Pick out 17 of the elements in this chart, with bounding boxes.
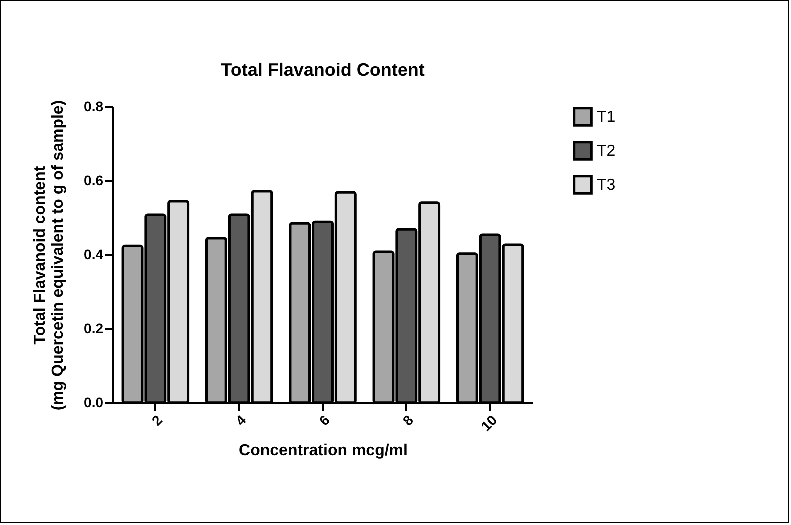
y-tick-label: 0.6 — [84, 172, 104, 188]
y-tick-label: 0.4 — [84, 246, 104, 262]
legend-label: T3 — [597, 177, 616, 194]
x-axis-title: Concentration mcg/ml — [239, 442, 408, 460]
y-tick-label: 0.2 — [84, 320, 104, 336]
x-tick-label: 2 — [148, 412, 166, 429]
x-tick-label: 4 — [232, 412, 250, 429]
text: (mg Quercetin equivalent to g of sample) — [50, 100, 68, 411]
legend-label: T1 — [597, 109, 616, 126]
y-tick-label: 0.0 — [84, 394, 104, 410]
text: Total Flavanoid content — [32, 166, 50, 345]
x-tick-label: 10 — [478, 412, 500, 434]
x-tick-label: 8 — [400, 412, 417, 429]
chart-title: Total Flavanoid Content — [221, 60, 425, 80]
legend-label: T2 — [597, 143, 616, 160]
x-tick-label: 6 — [316, 412, 334, 429]
y-tick-label: 0.8 — [84, 98, 104, 114]
